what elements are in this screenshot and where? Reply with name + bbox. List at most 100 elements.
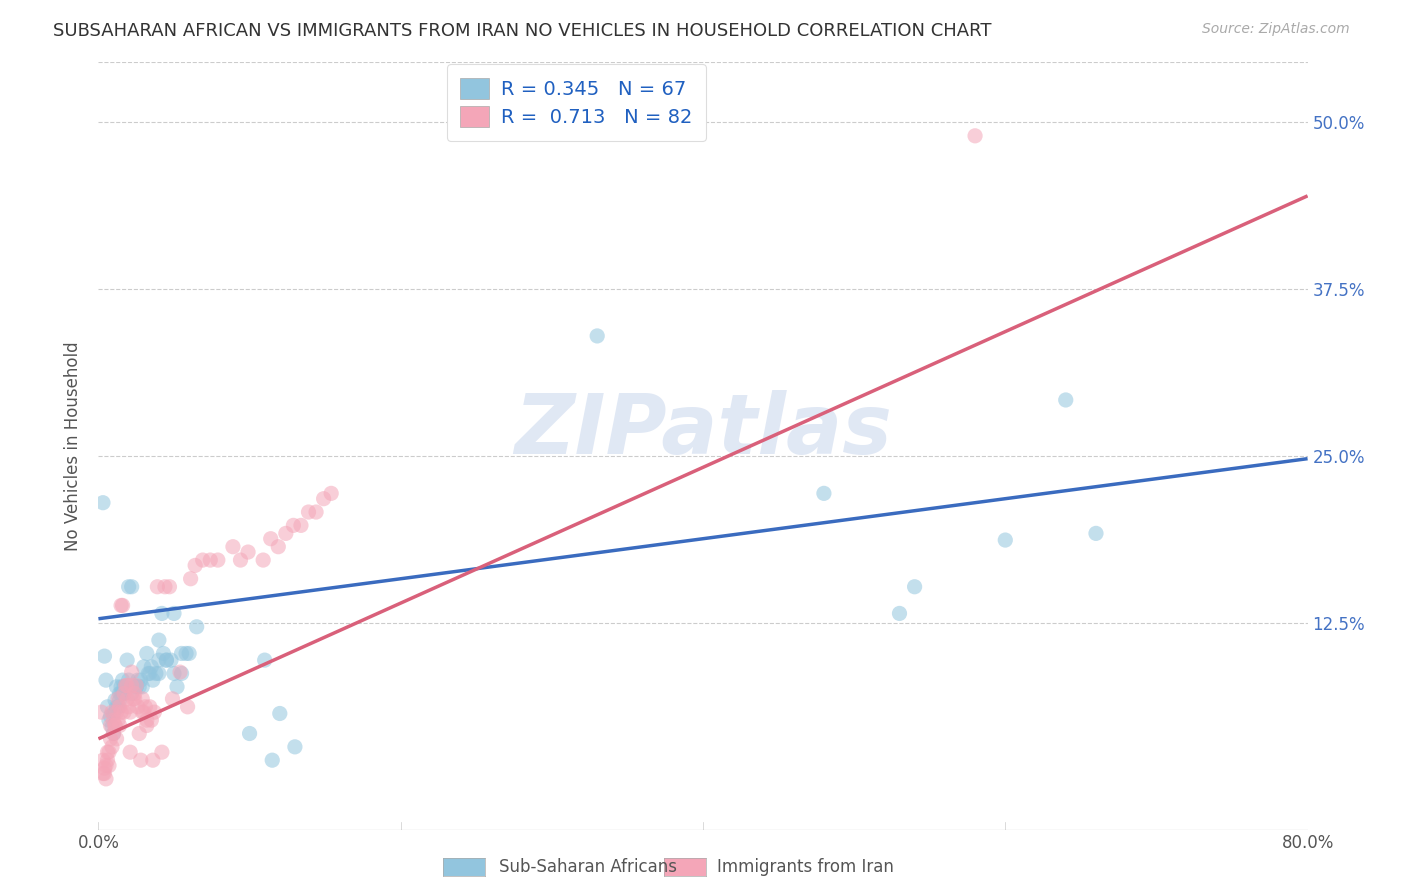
Point xyxy=(284,739,307,754)
Point xyxy=(103,706,125,721)
Legend: R = 0.345   N = 67, R =  0.713   N = 82: R = 0.345 N = 67, R = 0.713 N = 82 xyxy=(447,64,706,141)
Point xyxy=(110,705,132,719)
Point xyxy=(152,647,174,661)
Point xyxy=(98,713,121,727)
Point xyxy=(148,653,170,667)
Point xyxy=(174,647,197,661)
Point xyxy=(184,558,207,573)
Point xyxy=(91,496,114,510)
Point xyxy=(100,709,122,723)
Point xyxy=(965,128,987,143)
Point xyxy=(132,660,155,674)
Point xyxy=(90,705,112,719)
Point xyxy=(112,680,135,694)
Point xyxy=(127,699,149,714)
Point xyxy=(207,553,229,567)
Point xyxy=(104,718,127,732)
Point xyxy=(125,680,148,694)
Point xyxy=(111,599,134,613)
Point xyxy=(110,680,132,694)
Point xyxy=(200,553,222,567)
Point xyxy=(1085,526,1108,541)
Point xyxy=(132,705,155,719)
Point xyxy=(121,580,143,594)
Point xyxy=(112,686,135,700)
Point xyxy=(111,686,134,700)
Point xyxy=(129,753,152,767)
Point xyxy=(101,739,124,754)
Point xyxy=(120,705,142,719)
Point xyxy=(108,693,131,707)
Point xyxy=(111,673,134,687)
Point xyxy=(191,553,214,567)
Point xyxy=(904,580,927,594)
Point xyxy=(115,691,138,706)
Point xyxy=(586,329,609,343)
Point xyxy=(1054,392,1077,407)
Point xyxy=(994,533,1017,547)
Point xyxy=(148,666,170,681)
Text: ZIPatlas: ZIPatlas xyxy=(515,390,891,471)
Point xyxy=(124,686,146,700)
Point xyxy=(125,678,148,692)
Point xyxy=(262,753,284,767)
Point xyxy=(131,705,153,719)
Point xyxy=(163,607,186,621)
Point xyxy=(253,653,276,667)
Point xyxy=(131,680,153,694)
Point xyxy=(105,731,128,746)
Point xyxy=(269,706,291,721)
Point xyxy=(98,745,121,759)
Point xyxy=(141,660,163,674)
Point xyxy=(166,680,188,694)
Point xyxy=(121,686,143,700)
Point xyxy=(180,572,202,586)
Point xyxy=(98,758,121,772)
Point xyxy=(162,691,184,706)
Point xyxy=(148,633,170,648)
Point xyxy=(142,753,165,767)
Point xyxy=(160,653,183,667)
Point xyxy=(274,526,297,541)
Point xyxy=(155,653,177,667)
Y-axis label: No Vehicles in Household: No Vehicles in Household xyxy=(65,341,83,551)
Point xyxy=(150,745,173,759)
Point xyxy=(91,766,114,780)
Point xyxy=(118,580,141,594)
Point xyxy=(143,705,166,719)
Point xyxy=(115,653,138,667)
Point xyxy=(103,713,125,727)
Point xyxy=(136,666,159,681)
Point xyxy=(96,699,118,714)
Point xyxy=(128,726,150,740)
Point xyxy=(146,580,169,594)
Point xyxy=(312,491,335,506)
Point xyxy=(139,666,162,681)
Point xyxy=(889,607,911,621)
Point xyxy=(108,718,131,732)
Point xyxy=(118,699,141,714)
Point xyxy=(104,718,127,732)
Point xyxy=(105,680,128,694)
Point xyxy=(321,486,343,500)
Point xyxy=(114,680,136,694)
Point xyxy=(121,665,143,680)
Point xyxy=(142,673,165,687)
Point xyxy=(115,678,138,692)
Point xyxy=(186,620,208,634)
Point xyxy=(112,705,135,719)
Point xyxy=(145,666,167,681)
Point xyxy=(94,772,117,786)
Point xyxy=(267,540,290,554)
Point xyxy=(114,678,136,692)
Point xyxy=(163,666,186,681)
Point xyxy=(107,691,129,706)
Point xyxy=(135,718,157,732)
Point xyxy=(127,673,149,687)
Text: Source: ZipAtlas.com: Source: ZipAtlas.com xyxy=(1202,22,1350,37)
Point xyxy=(305,505,328,519)
Point xyxy=(105,699,128,714)
Point xyxy=(131,691,153,706)
Point xyxy=(112,686,135,700)
Point xyxy=(176,699,198,714)
